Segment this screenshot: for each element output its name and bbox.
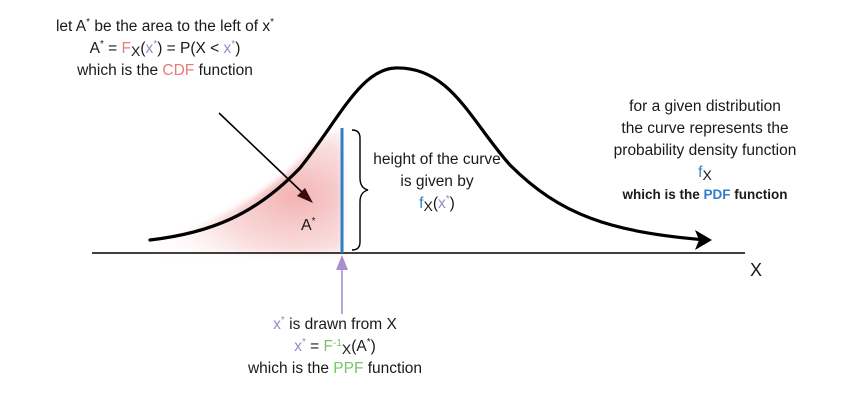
height-line3-x: x [438, 195, 446, 212]
ppf-line2-a-star: * [366, 337, 371, 348]
cdf-note-line-1: let A* be the area to the left of x* [10, 16, 320, 38]
cdf-line2-x-star: * [153, 39, 158, 50]
pdf-note-line-5: which is the PDF function [585, 184, 825, 206]
height-brace [351, 129, 369, 251]
pdf-line4-sub: X [702, 167, 712, 183]
cdf-line2-x2: x [223, 40, 232, 57]
height-line3-sub: X [423, 198, 433, 214]
area-label: A* [301, 217, 316, 235]
ppf-line2-x-star: * [301, 337, 306, 348]
height-line3-close: ) [449, 195, 455, 212]
cdf-line2-open: ( [140, 40, 146, 57]
ppf-note-line-2: x* = F-1X(A*) [200, 336, 470, 358]
cdf-line1-text: let A [55, 18, 87, 35]
pdf-line5-pre: which is the [622, 187, 704, 202]
cdf-line1-star: * [86, 17, 91, 28]
height-line3-x-star: * [445, 194, 450, 205]
ppf-line3-key: PPF [333, 360, 364, 377]
ppf-line3-post: function [363, 360, 423, 377]
cdf-note-line-2: A* = FX(x*) = P(X < x*) [10, 38, 320, 60]
height-line3-open: ( [432, 195, 438, 212]
pdf-curve [148, 66, 708, 242]
cdf-line2-eq: = [103, 40, 122, 57]
cdf-line2-F: F [121, 40, 132, 57]
cdf-pointer-arrow [218, 112, 306, 196]
cdf-line1-star2: * [270, 17, 275, 28]
height-note-line-2: is given by [400, 173, 474, 190]
pdf-note-line-1: for a given distribution [629, 98, 781, 115]
ppf-note-line-1: x* is drawn from X [200, 314, 470, 336]
height-note-line-3: fX(x*) [362, 193, 512, 215]
cdf-note: let A* be the area to the left of x* A* … [10, 16, 320, 82]
ppf-line3-pre: which is the [247, 360, 334, 377]
ppf-line2-sub: X [341, 341, 352, 357]
ppf-line1-post: is drawn from X [284, 316, 397, 333]
cdf-line3-pre: which is the [77, 62, 163, 79]
cdf-line3-post: function [194, 62, 253, 79]
height-note-line-1: height of the curve [373, 151, 501, 168]
height-note: height of the curve is given by fX(x*) [362, 149, 512, 215]
ppf-line1-x-star: * [280, 315, 285, 326]
ppf-line2-F: F [323, 338, 333, 355]
cdf-pointer-arrowhead [297, 188, 313, 203]
ppf-line2-eq: = [305, 338, 324, 355]
pdf-curve-arrowhead [695, 230, 712, 250]
pdf-line5-post: function [730, 187, 788, 202]
cdf-line2-close: ) = P(X < [157, 40, 224, 57]
cdf-line2-x: x [145, 40, 154, 57]
pdf-note-line-4: fX [585, 162, 825, 184]
ppf-line2-inv: -1 [332, 338, 342, 349]
x-axis-label: X [750, 260, 763, 280]
ppf-note: x* is drawn from X x* = F-1X(A*) which i… [200, 314, 470, 380]
height-line3-f: f [419, 195, 424, 212]
cdf-line2-x2-star: * [231, 39, 236, 50]
ppf-line1-x: x [273, 316, 281, 333]
ppf-line2-end: ) [370, 338, 376, 355]
cdf-line3-key: CDF [162, 62, 195, 79]
pdf-note: for a given distribution the curve repre… [585, 96, 825, 206]
cdf-line2-a-star: * [99, 39, 104, 50]
pdf-line4-f: f [698, 164, 703, 181]
ppf-line2-post: (A [351, 338, 367, 355]
area-label-text: A [301, 217, 312, 234]
ppf-line2-x: x [294, 338, 302, 355]
area-label-star: * [311, 216, 316, 227]
ppf-pointer-arrowhead [336, 255, 348, 270]
cdf-line2-a: A [89, 40, 100, 57]
cdf-note-line-3: which is the CDF function [10, 60, 320, 82]
cdf-line1-mid: be the area to the left of x [90, 18, 271, 35]
cdf-shaded-area [152, 128, 342, 253]
pdf-note-line-2: the curve represents the [621, 120, 789, 137]
cdf-line2-end: ) [235, 40, 241, 57]
cdf-line2-sub: X [131, 43, 141, 59]
ppf-note-line-3: which is the PPF function [200, 358, 470, 380]
pdf-note-line-3: probability density function [613, 142, 797, 159]
pdf-line5-key: PDF [703, 187, 731, 202]
